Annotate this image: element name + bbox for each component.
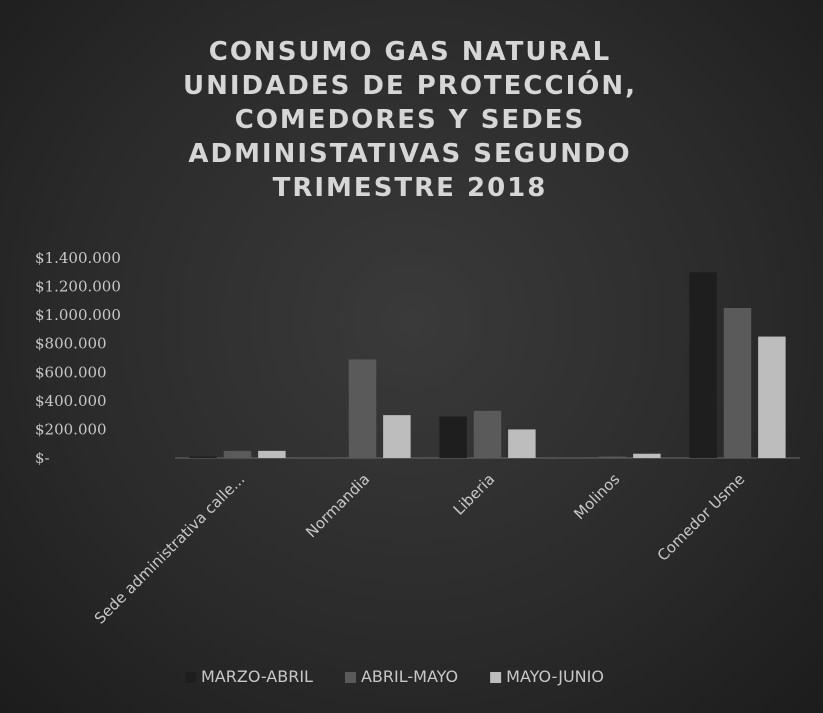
y-tick-label: $800.000 (35, 335, 107, 353)
x-tick-label: Molinos (570, 470, 623, 523)
bar (189, 456, 217, 458)
y-tick-label: $1.200.000 (35, 278, 121, 296)
x-tick-label: Normandia (302, 470, 373, 541)
bar (348, 359, 377, 458)
bar (723, 308, 752, 458)
y-tick-label: $1.400.000 (35, 249, 121, 267)
legend-swatch (490, 672, 502, 683)
bar (383, 415, 411, 458)
x-tick-label: Comedor Usme (654, 470, 749, 565)
legend-swatch (344, 672, 356, 683)
y-tick-label: $400.000 (35, 392, 107, 410)
x-tick-label: Liberia (450, 470, 499, 519)
bar (633, 453, 661, 458)
bar (473, 410, 502, 458)
y-tick-label: $1.000.000 (35, 306, 121, 324)
legend-label: ABRIL-MAYO (361, 667, 458, 686)
bar (223, 450, 252, 458)
legend-swatch (185, 672, 196, 683)
legend-label: MARZO-ABRIL (201, 667, 313, 686)
bar (258, 450, 286, 458)
y-tick-label: $- (35, 449, 50, 467)
legend-label: MAYO-JUNIO (506, 667, 604, 686)
y-tick-label: $600.000 (35, 363, 107, 381)
bar (758, 336, 786, 458)
x-tick-label: Sede administrativa calle... (91, 470, 248, 627)
bar (598, 456, 627, 458)
bar (508, 429, 536, 458)
bar (689, 272, 717, 458)
chart-title: CONSUMO GAS NATURAL UNIDADES DE PROTECCI… (182, 37, 637, 203)
bar (439, 416, 467, 458)
y-tick-label: $200.000 (35, 420, 107, 438)
